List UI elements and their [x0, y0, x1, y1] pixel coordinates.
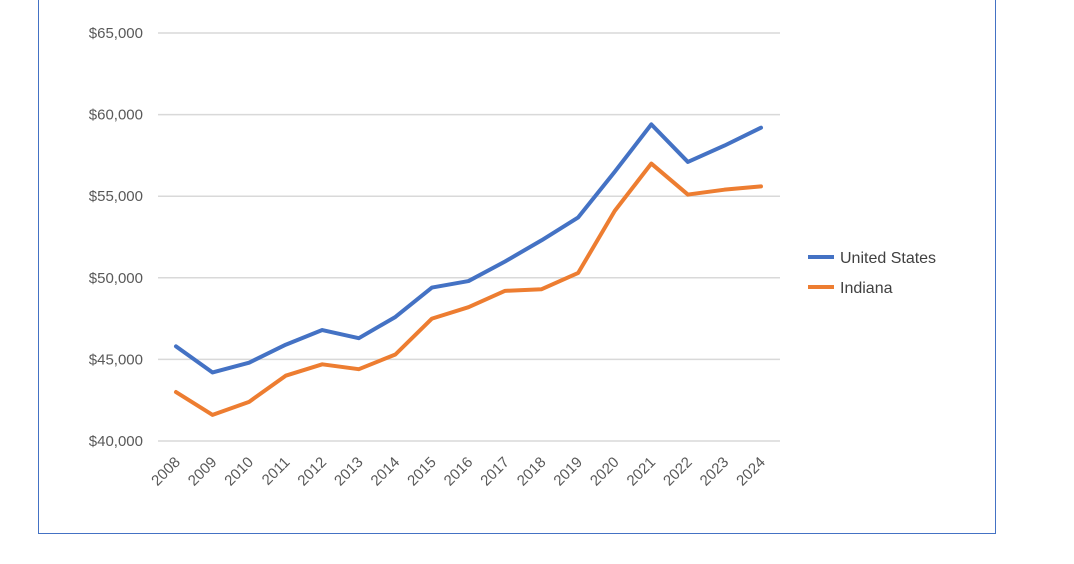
x-tick-label: 2018 [514, 454, 550, 490]
x-tick-label: 2016 [441, 454, 477, 490]
series-lines [174, 122, 763, 417]
y-axis-tick-labels: $40,000 $45,000 $50,000 $55,000 $60,000 $65,0… [89, 25, 143, 450]
series-line-indiana [174, 161, 763, 417]
y-tick-label: $50,000 [89, 270, 143, 287]
x-tick-label: 2012 [294, 454, 330, 490]
gridlines [158, 32, 780, 442]
x-tick-label: 2013 [331, 454, 367, 490]
x-tick-label: 2014 [368, 454, 404, 490]
x-tick-label: 2010 [221, 454, 257, 490]
x-tick-label: 2019 [550, 454, 586, 490]
x-tick-label: 2024 [733, 454, 769, 490]
chart-frame [38, 0, 996, 534]
x-tick-label: 2020 [587, 454, 623, 490]
x-tick-label: 2022 [660, 454, 696, 490]
x-tick-label: 2017 [477, 454, 513, 490]
y-tick-label: $60,000 [89, 107, 143, 124]
y-tick-label: $45,000 [89, 351, 143, 368]
y-tick-label: $65,000 [89, 25, 143, 42]
x-axis-tick-labels: 2008 2009 2010 2011 2012 2013 2014 2015 2016 2017… [148, 454, 769, 490]
x-tick-label: 2008 [148, 454, 184, 490]
x-tick-label: 2015 [404, 454, 440, 490]
x-tick-label: 2021 [624, 454, 660, 490]
legend-label: Indiana [840, 280, 893, 297]
y-tick-label: $40,000 [89, 433, 143, 450]
x-tick-label: 2009 [185, 454, 221, 490]
x-tick-label: 2011 [259, 454, 294, 489]
legend: United States Indiana [808, 250, 936, 297]
series-line-united-states [174, 122, 763, 375]
y-tick-label: $55,000 [89, 188, 143, 205]
legend-label: United States [840, 250, 936, 267]
x-tick-label: 2023 [697, 454, 733, 490]
